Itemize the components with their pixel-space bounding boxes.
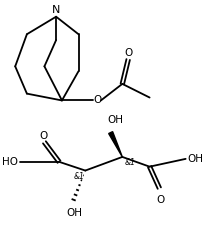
Text: O: O	[124, 48, 132, 58]
Text: OH: OH	[107, 115, 124, 125]
Text: OH: OH	[67, 208, 83, 218]
Text: O: O	[93, 95, 101, 106]
Text: N: N	[52, 5, 60, 15]
Text: &1: &1	[74, 172, 85, 181]
Text: OH: OH	[187, 154, 204, 164]
Text: HO: HO	[2, 157, 18, 167]
Text: O: O	[39, 131, 48, 140]
Polygon shape	[109, 132, 122, 157]
Text: O: O	[156, 195, 164, 205]
Text: &1: &1	[125, 158, 136, 167]
